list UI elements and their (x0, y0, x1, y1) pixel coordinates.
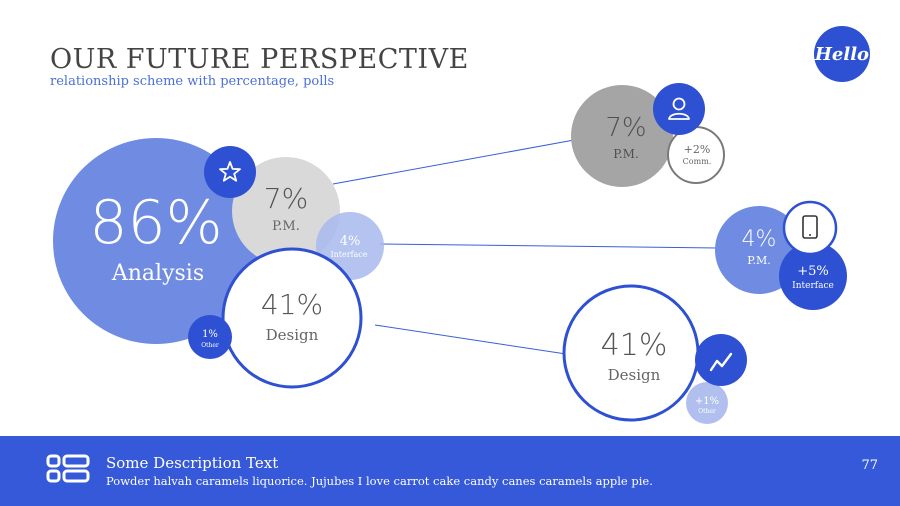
other-badge (686, 382, 728, 424)
pm-circle (232, 157, 340, 265)
interface-value: 4% (340, 234, 361, 249)
right-design-value: 41% (601, 328, 668, 363)
tablet-icon (802, 215, 818, 239)
comm-label: Comm. (683, 157, 712, 166)
right-pm-circle (571, 85, 673, 187)
other-label: Other (201, 342, 219, 349)
other-badge-value: +1% (695, 396, 719, 407)
analysis-label: Analysis (111, 261, 204, 286)
pm-label: P.M. (272, 219, 300, 234)
star-icon (219, 161, 241, 182)
pm-value: 7% (264, 182, 308, 215)
right-interface-label: P.M. (747, 254, 770, 267)
right-interface-value: 4% (742, 227, 777, 252)
design-circle (221, 247, 363, 389)
user-icon (668, 97, 690, 120)
comm-value: +2% (684, 143, 711, 156)
relationship-diagram: 86% Analysis 7% P.M. 4% Interface 41% De… (53, 83, 847, 424)
interface-label: Interface (330, 250, 367, 259)
right-design-label: Design (608, 366, 661, 384)
page-subtitle: relationship scheme with percentage, pol… (50, 74, 335, 89)
interface-badge-label: Interface (792, 281, 834, 291)
analysis-value: 86% (89, 188, 222, 258)
interface-badge (779, 242, 847, 310)
page-title: OUR FUTURE PERSPECTIVE (50, 44, 469, 75)
other-value: 1% (202, 329, 218, 340)
design-label: Design (266, 326, 319, 344)
design-value: 41% (261, 288, 323, 321)
footer-title: Some Description Text (106, 454, 279, 472)
tablet-badge (782, 200, 838, 256)
connector-design (374, 324, 567, 355)
footer-description: Powder halvah caramels liquorice. Jujube… (106, 474, 653, 488)
grid-list-icon (46, 454, 90, 483)
interface-badge-value: +5% (797, 264, 829, 279)
star-badge (204, 146, 256, 198)
other-badge-label: Other (698, 408, 716, 415)
right-pm-label: P.M. (613, 147, 639, 161)
hello-logo: Hello (814, 26, 870, 82)
connector-interface (379, 243, 719, 249)
analysis-circle (53, 138, 259, 344)
connector-pm (332, 137, 586, 185)
trend-badge (695, 334, 747, 386)
trend-icon (709, 352, 733, 372)
other-circle (188, 315, 232, 359)
right-pm-value: 7% (605, 113, 646, 143)
footer-bar: Some Description Text Powder halvah cara… (0, 436, 900, 506)
page-number: 77 (861, 458, 878, 473)
